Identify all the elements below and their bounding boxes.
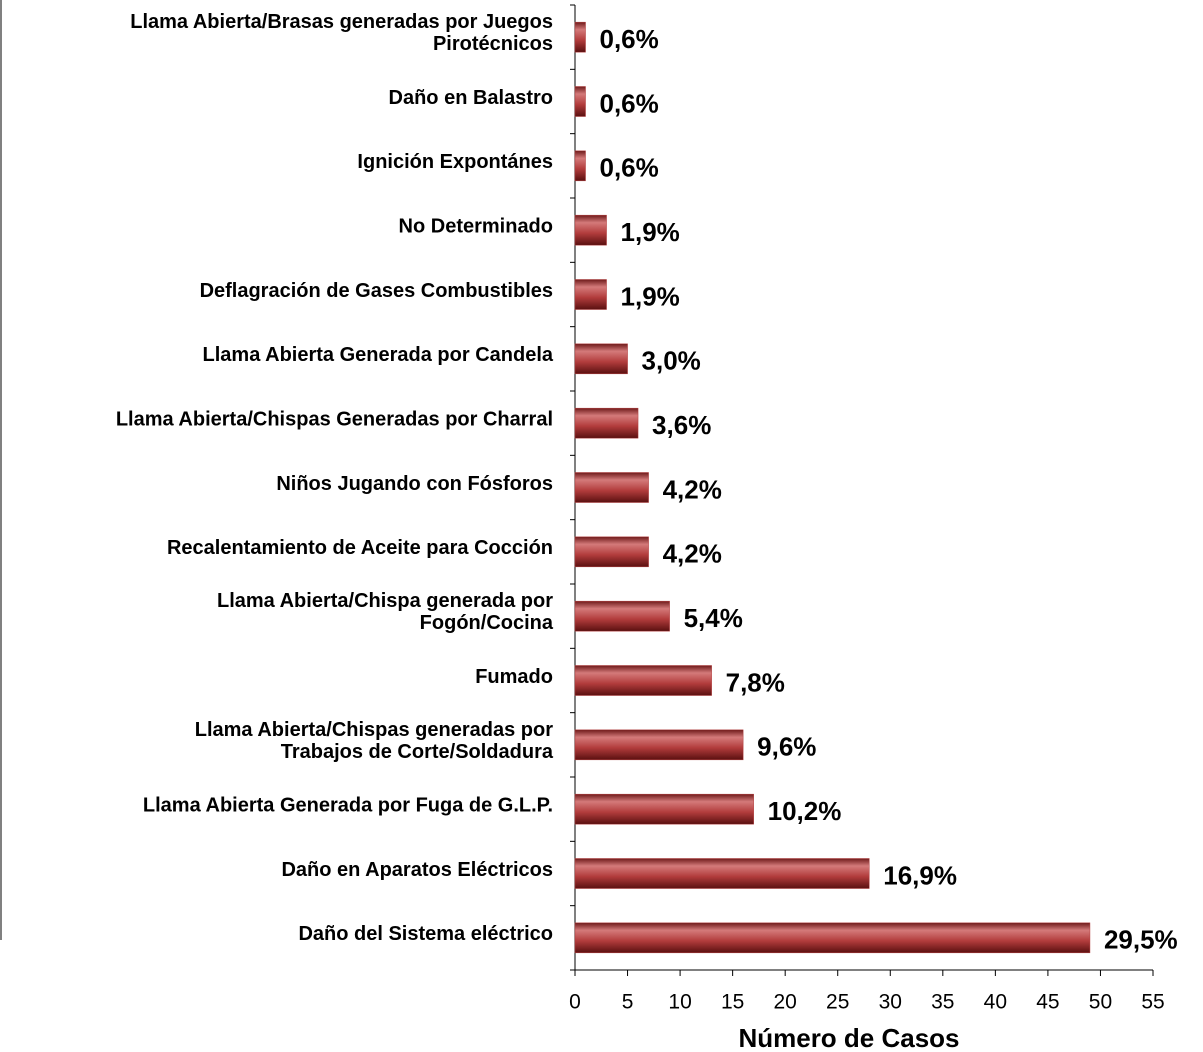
x-tick-label: 50 bbox=[1089, 991, 1112, 1014]
data-label: 10,2% bbox=[768, 796, 842, 826]
data-label: 3,0% bbox=[642, 346, 701, 376]
x-axis-title: Número de Casos bbox=[738, 1023, 959, 1052]
y-tick-label: Llama Abierta/Brasas generadas por Juego… bbox=[130, 11, 553, 55]
y-tick-label: Ignición Expontánes bbox=[357, 151, 553, 173]
x-tick-label: 5 bbox=[622, 991, 634, 1014]
bar bbox=[574, 279, 607, 310]
x-tick-label: 55 bbox=[1141, 991, 1164, 1014]
data-label: 4,2% bbox=[663, 474, 722, 504]
bar bbox=[574, 600, 670, 632]
x-tick-label: 0 bbox=[569, 991, 581, 1014]
x-tick-label: 20 bbox=[774, 991, 797, 1014]
x-tick-label: 40 bbox=[984, 991, 1007, 1014]
bar bbox=[574, 21, 586, 53]
y-tick-label: Deflagración de Gases Combustibles bbox=[200, 280, 553, 302]
x-tick-label: 30 bbox=[879, 991, 902, 1014]
data-label: 7,8% bbox=[726, 667, 785, 697]
x-tick-label: 10 bbox=[668, 991, 691, 1014]
x-tick-label: 45 bbox=[1036, 991, 1059, 1014]
x-tick-label: 15 bbox=[721, 991, 744, 1014]
x-tick-label: 35 bbox=[931, 991, 954, 1014]
bar bbox=[574, 665, 712, 696]
bar bbox=[574, 407, 639, 439]
y-tick-label: Llama Abierta/Chispa generada por Fogón/C… bbox=[217, 590, 554, 634]
bar bbox=[574, 150, 586, 182]
y-tick-label: Daño en Aparatos Eléctricos bbox=[281, 859, 553, 881]
data-label: 1,9% bbox=[621, 217, 680, 247]
y-tick-label: Daño del Sistema eléctrico bbox=[298, 923, 553, 945]
bar bbox=[574, 729, 744, 761]
y-tick-label: Llama Abierta/Chispas Generadas por Char… bbox=[116, 408, 553, 430]
data-label: 5,4% bbox=[684, 603, 743, 633]
data-label: 0,6% bbox=[600, 24, 659, 54]
bar bbox=[574, 214, 607, 246]
bar bbox=[574, 793, 754, 825]
data-label: 29,5% bbox=[1104, 925, 1178, 955]
data-label: 1,9% bbox=[621, 281, 680, 311]
data-label: 9,6% bbox=[757, 732, 816, 762]
data-label: 3,6% bbox=[652, 410, 711, 440]
bar bbox=[574, 86, 586, 117]
data-label: 4,2% bbox=[663, 539, 722, 569]
bar bbox=[574, 343, 628, 375]
y-tick-label: Llama Abierta Generada por Candela bbox=[203, 344, 554, 366]
data-label: 0,6% bbox=[600, 88, 659, 118]
y-tick-label: Daño en Balastro bbox=[389, 87, 553, 109]
y-tick-label: No Determinado bbox=[399, 215, 553, 237]
bar bbox=[574, 922, 1091, 954]
bar bbox=[574, 858, 870, 889]
data-label: 0,6% bbox=[600, 153, 659, 183]
y-tick-label: Llama Abierta/Chispas generadas por Traba… bbox=[195, 719, 554, 763]
x-tick-label: 25 bbox=[826, 991, 849, 1014]
data-label: 16,9% bbox=[883, 860, 957, 890]
bar bbox=[574, 536, 649, 568]
bar bbox=[574, 472, 649, 503]
y-tick-label: Recalentamiento de Aceite para Cocción bbox=[167, 537, 553, 559]
y-tick-label: Niños Jugando con Fósforos bbox=[276, 473, 553, 495]
y-tick-label: Fumado bbox=[475, 666, 553, 688]
y-tick-label: Llama Abierta Generada por Fuga de G.L.P… bbox=[143, 794, 553, 816]
